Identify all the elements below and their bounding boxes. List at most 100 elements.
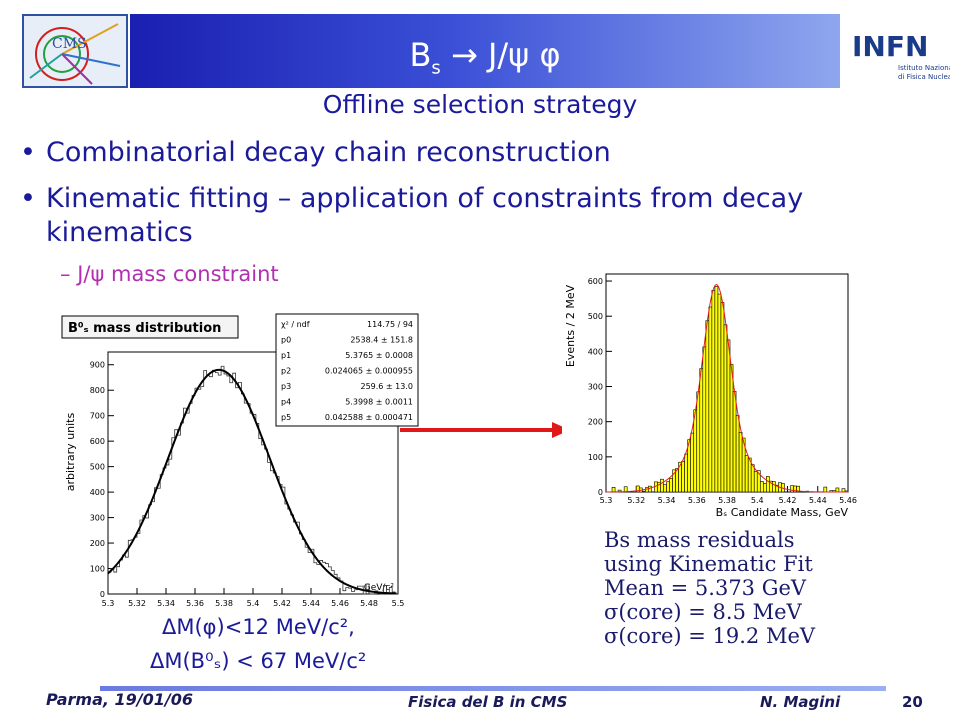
stats-value: 0.042588 ± 0.000471 bbox=[325, 413, 413, 422]
x-tick-label: 5.32 bbox=[128, 599, 146, 608]
histogram-bar bbox=[693, 409, 698, 493]
histogram-bar bbox=[669, 477, 673, 493]
stats-key: p0 bbox=[281, 336, 291, 345]
stats-value: 5.3998 ± 0.0011 bbox=[345, 398, 413, 407]
x-tick-label: 5.44 bbox=[809, 496, 827, 505]
bullet-dot: • bbox=[20, 183, 36, 214]
mass-cuts: ΔM(φ)<12 MeV/c², ΔM(B⁰ₛ) < 67 MeV/c² bbox=[150, 610, 430, 678]
cms-logo-text: CMS bbox=[52, 36, 87, 52]
histogram-bar bbox=[699, 368, 704, 493]
x-tick-label: 5.46 bbox=[331, 599, 349, 608]
y-axis-label: arbitrary units bbox=[64, 413, 77, 492]
histogram-bar bbox=[790, 485, 794, 493]
histogram-bar bbox=[663, 484, 667, 493]
x-tick-label: 5.42 bbox=[779, 496, 797, 505]
y-tick-label: 700 bbox=[90, 412, 105, 421]
y-tick-label: 100 bbox=[588, 453, 603, 462]
histogram-bar bbox=[717, 293, 722, 493]
x-tick-label: 5.3 bbox=[600, 496, 613, 505]
y-tick-label: 400 bbox=[588, 347, 603, 356]
histogram-bar bbox=[766, 476, 770, 493]
y-tick-label: 800 bbox=[90, 386, 105, 395]
histogram-bar bbox=[708, 306, 713, 493]
stats-box bbox=[275, 313, 419, 427]
x-axis-label: Bₛ Candidate Mass, GeV bbox=[716, 506, 849, 519]
sub-bullet: – J/ψ mass constraint bbox=[60, 262, 279, 286]
histogram-bar bbox=[696, 391, 701, 493]
histogram-bar bbox=[648, 485, 652, 493]
y-tick-label: 100 bbox=[90, 565, 105, 574]
histogram-bar bbox=[684, 453, 688, 493]
x-tick-label: 5.5 bbox=[392, 599, 405, 608]
histogram-bar bbox=[744, 455, 749, 493]
histogram-bar bbox=[723, 324, 728, 493]
histogram-bar bbox=[750, 464, 755, 493]
histogram-bar bbox=[642, 490, 646, 493]
histogram-bar bbox=[666, 481, 670, 493]
y-tick-label: 900 bbox=[90, 361, 105, 370]
stats-key: p5 bbox=[281, 413, 291, 422]
x-tick-label: 5.38 bbox=[718, 496, 736, 505]
histogram-bar bbox=[729, 364, 734, 493]
red-arrow bbox=[400, 420, 572, 440]
y-tick-label: 500 bbox=[588, 312, 603, 321]
histogram-bar bbox=[702, 346, 707, 493]
cms-logo: CMS bbox=[22, 14, 128, 88]
stats-key: χ² / ndf bbox=[281, 320, 310, 329]
histogram-bar bbox=[763, 483, 767, 493]
residuals-line: σ(core) = 19.2 MeV bbox=[604, 624, 816, 648]
histogram-bar bbox=[835, 487, 840, 493]
histogram-bar bbox=[675, 468, 679, 493]
fit-curve bbox=[107, 368, 397, 595]
x-tick-label: 5.34 bbox=[658, 496, 676, 505]
residuals-line: using Kinematic Fit bbox=[604, 552, 813, 576]
y-tick-label: 600 bbox=[588, 277, 603, 286]
x-tick-label: 5.48 bbox=[360, 599, 378, 608]
footer-title: Fisica del B in CMS bbox=[408, 693, 568, 711]
histogram-bar bbox=[735, 415, 740, 493]
y-tick-label: 0 bbox=[100, 590, 105, 599]
footer-author: N. Magini bbox=[760, 693, 841, 711]
histogram-bar bbox=[738, 432, 743, 493]
histogram-bar bbox=[796, 485, 800, 493]
title-bar bbox=[130, 14, 840, 88]
y-tick-label: 0 bbox=[598, 488, 603, 497]
y-tick-label: 300 bbox=[588, 383, 603, 392]
x-tick-label: 5.36 bbox=[688, 496, 706, 505]
x-tick-label: 5.36 bbox=[186, 599, 204, 608]
histogram-bar bbox=[714, 286, 719, 493]
mass-residuals-box: Bs mass residuals using Kinematic Fit Me… bbox=[604, 528, 815, 648]
x-tick-label: 5.3 bbox=[102, 599, 115, 608]
x-tick-label: 5.32 bbox=[627, 496, 645, 505]
bullet-dot: • bbox=[20, 137, 36, 168]
plot-title: B⁰ₛ mass distribution bbox=[68, 321, 221, 336]
infn-logo-name: INFN bbox=[852, 30, 928, 63]
residuals-line: Mean = 5.373 GeV bbox=[604, 576, 807, 600]
histogram-bar bbox=[660, 478, 664, 493]
stats-key: p3 bbox=[281, 382, 291, 391]
histogram-bar bbox=[705, 320, 710, 493]
slide-title: Bs → J/ψ φ bbox=[409, 36, 561, 79]
y-tick-label: 500 bbox=[90, 463, 105, 472]
residuals-line: Bs mass residuals bbox=[604, 528, 795, 552]
slide-subtitle: Offline selection strategy bbox=[322, 90, 638, 119]
stats-key: p4 bbox=[281, 398, 291, 407]
cut-bs: ΔM(B⁰ₛ) < 67 MeV/c² bbox=[150, 649, 367, 673]
infn-logo: INFN Istituto Nazionale di Fisica Nuclea… bbox=[846, 16, 959, 88]
cut-phi: ΔM(φ)<12 MeV/c², bbox=[162, 615, 355, 639]
stats-value: 114.75 / 94 bbox=[367, 320, 413, 329]
x-tick-label: 5.42 bbox=[273, 599, 291, 608]
histogram-bar bbox=[747, 457, 752, 493]
bs-mass-distribution-plot: B⁰ₛ mass distribution arbitrary units GeV/… bbox=[58, 312, 420, 620]
x-tick-label: 5.44 bbox=[302, 599, 320, 608]
histogram-bar bbox=[690, 432, 695, 493]
infn-logo-line2: di Fisica Nucleare bbox=[898, 73, 950, 81]
footer-date: Parma, 19/01/06 bbox=[46, 690, 193, 709]
stats-value: 259.6 ± 13.0 bbox=[360, 382, 413, 391]
y-tick-label: 200 bbox=[90, 539, 105, 548]
bs-candidate-mass-plot: Events / 2 MeV Bₛ Candidate Mass, GeV 0 100… bbox=[562, 266, 862, 528]
histogram-bar bbox=[732, 391, 737, 493]
y-tick-label: 600 bbox=[90, 437, 105, 446]
y-tick-label: 300 bbox=[90, 514, 105, 523]
y-tick-label: 200 bbox=[588, 418, 603, 427]
